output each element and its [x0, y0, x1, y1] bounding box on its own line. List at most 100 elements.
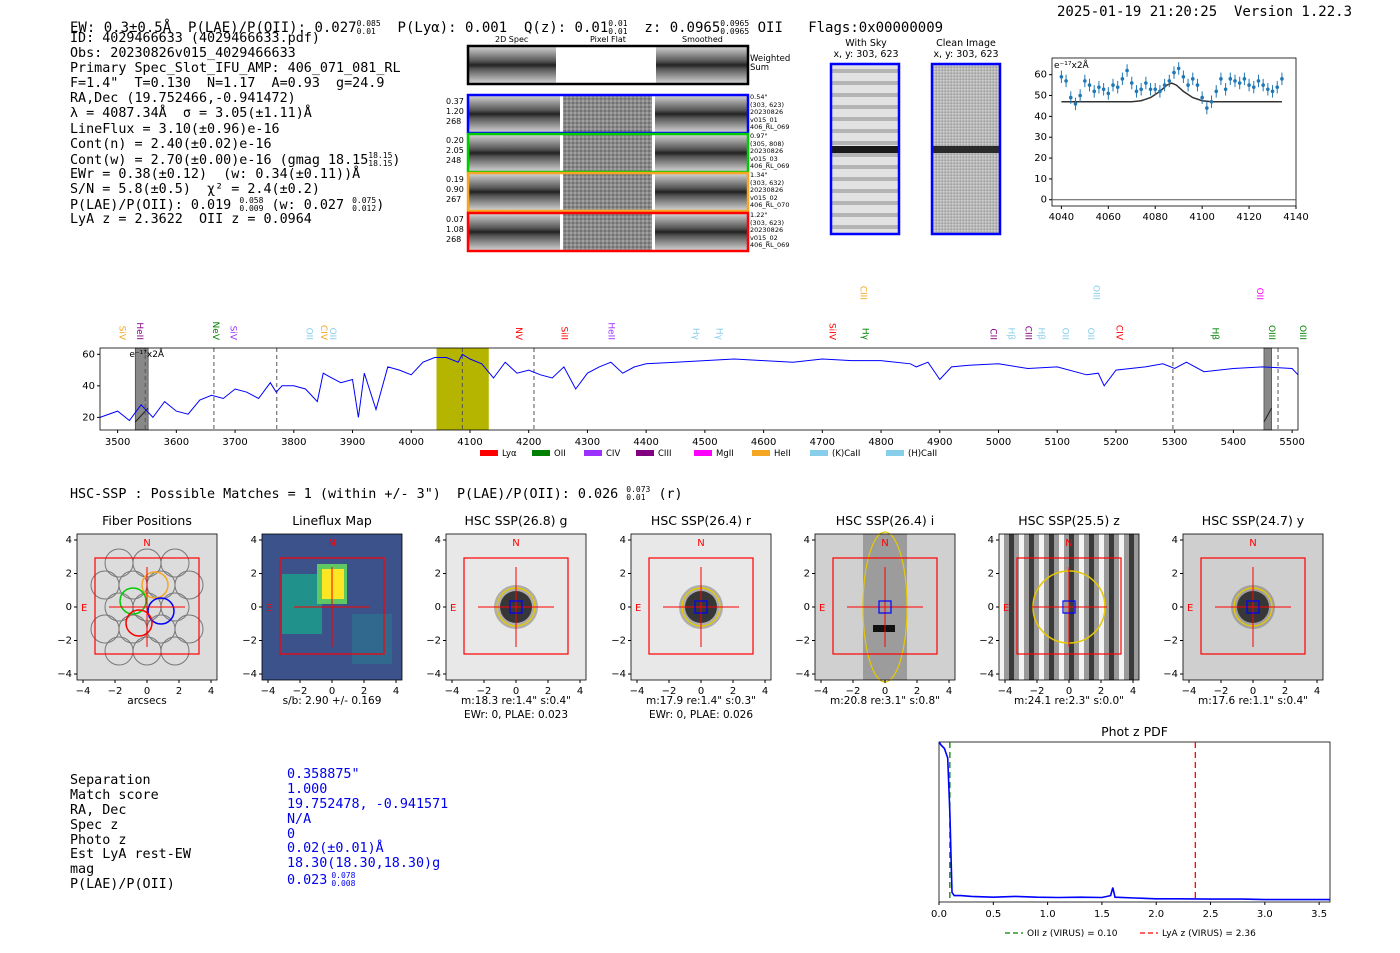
- hsc-search-box: [1016, 557, 1122, 655]
- summary-value: 0: [287, 826, 296, 842]
- hsc-xtick-label: 2: [545, 686, 551, 697]
- info-contw: Cont(w) = 2.70(±0.00)e-16 (gmag 18.1518.…: [70, 151, 401, 168]
- hsc-xtick-label: 4: [946, 686, 952, 697]
- hsc-xtick-label: −4: [261, 686, 276, 697]
- info-params: F=1.4" T=0.130 N=1.17 A=0.93 g=24.9: [70, 76, 385, 92]
- cutout-row-meta-line: v015_02: [750, 193, 778, 202]
- hsc-ytick-label: −2: [57, 636, 72, 647]
- fit-ytick-label: 30: [1034, 132, 1047, 143]
- hsc-stripe: [1129, 534, 1134, 680]
- hsc-stripe: [1019, 534, 1024, 680]
- summary-value: 18.30(18.30,18.30)g: [287, 856, 441, 872]
- emission-line-label: Hγ: [714, 328, 724, 341]
- fit-point: [1176, 66, 1181, 71]
- hsc-xtick-label: 2: [1282, 686, 1288, 697]
- hsc-xtick-label: 2: [914, 686, 920, 697]
- cutout-row-meta: 0.97" (305, 808) 20230826 v015_03 406_RL_069: [750, 132, 789, 171]
- col-2d-spec: 2D Spec: [495, 35, 529, 44]
- info-lineflux: LineFlux = 3.10(±0.96)e-16: [70, 121, 280, 137]
- fit-point: [1256, 79, 1261, 83]
- hsc-xtick-label: 2: [1098, 686, 1104, 697]
- hsc-xtick-label: 0: [882, 686, 888, 697]
- cutout-row-stat: 0.20: [446, 136, 464, 145]
- hsc-xtick-label: 4: [577, 686, 583, 697]
- fit-axes-frame: [1051, 57, 1297, 207]
- cutout-row-meta-line: (303, 623): [750, 218, 785, 227]
- hsc-search-box: [94, 557, 200, 655]
- summary-plae-hi: 0.078: [331, 871, 356, 881]
- legend-swatch: [480, 450, 498, 456]
- legend-label: OII: [554, 449, 566, 459]
- emission-line-label: NeV: [210, 322, 220, 341]
- hsc-xtick-label: 2: [361, 686, 367, 697]
- cutout-row-1: [466, 93, 750, 135]
- cutout-row-meta-line: v015_02: [750, 233, 778, 242]
- cutout-row-stat: 0.90: [446, 185, 464, 194]
- fit-point: [1261, 83, 1265, 87]
- hsc-panel: N E −4 4 −2 2 0 0 2 −2 4 −4: [242, 533, 403, 697]
- legend-swatch: [584, 450, 602, 456]
- hsc-aperture: [1062, 600, 1076, 614]
- emission-line-label: OII: [327, 328, 337, 340]
- spectrum-xtick-label: 5400: [1221, 437, 1246, 448]
- fit-point: [1195, 83, 1200, 87]
- cutout-row-meta-line: 20230826: [750, 108, 784, 117]
- spectrum-xtick-label: 4000: [399, 437, 424, 448]
- spectrum-band-gray: [1263, 347, 1272, 431]
- fit-point: [1092, 89, 1097, 94]
- fit-point: [1162, 83, 1167, 87]
- emission-line-label: HeII: [134, 322, 144, 340]
- hsc-ytick-label: 2: [435, 569, 441, 580]
- fit-point: [1186, 83, 1190, 87]
- lineflux-patch: [282, 574, 322, 634]
- info-contw-lo: 18.15: [368, 158, 393, 168]
- hsc-north: N: [697, 538, 704, 549]
- hsc-ytick-label: 2: [66, 569, 72, 580]
- hsc-xtick-label: 0: [329, 686, 335, 697]
- with-sky-trace: [831, 146, 899, 153]
- cutout-row-4: [466, 211, 750, 253]
- header-bar: EW: 0.3±0.5Å P(LAE)/P(OII): 0.0270.085 0.…: [70, 4, 943, 37]
- fit-point: [1087, 83, 1092, 87]
- cutout-row-meta-line: (305, 808): [750, 139, 785, 148]
- fit-point: [1167, 79, 1172, 83]
- hsc-xtick-label: 2: [176, 686, 182, 697]
- emission-line-label: HeII: [606, 322, 616, 340]
- spectrum-xtick-label: 5300: [1162, 437, 1187, 448]
- pdf-xtick-label: 3.5: [1311, 909, 1327, 920]
- emission-line-label: OIII: [1091, 285, 1101, 300]
- spectrum-xtick-label: 5200: [1103, 437, 1128, 448]
- hsc-north: N: [1065, 538, 1072, 549]
- fit-point: [1209, 99, 1214, 104]
- info-contw-text: Cont(w) = 2.70(±0.00)e-16 (gmag 18.15: [70, 152, 369, 168]
- header-plya: P(Lyα): 0.001: [397, 20, 508, 36]
- info-ewr: EWr = 0.38(±0.12) (w: 0.34(±0.11))Å: [70, 166, 361, 182]
- fiber-highlight: [119, 587, 147, 615]
- legend-label: (K)CaII: [832, 449, 860, 459]
- hsc-north: N: [328, 538, 335, 549]
- spectrum-axes-frame: [99, 347, 1299, 431]
- emission-line-label: SiV: [116, 326, 126, 341]
- spectrum-ytick-label: 40: [82, 381, 95, 392]
- hsc-east: E: [81, 603, 87, 614]
- fiber-circle: [160, 548, 190, 578]
- hsc-stripe: [999, 534, 1004, 680]
- emission-line-label: Hβ: [1005, 327, 1015, 340]
- info-plae: P(LAE)/P(OII): 0.019 0.058 0.009 (w: 0.02…: [70, 197, 401, 214]
- hsc-ytick-label: −4: [979, 669, 994, 680]
- spectrum-ytick-label: 20: [82, 412, 95, 423]
- spectrum-xtick-label: 4500: [692, 437, 717, 448]
- hsc-ytick-label: −4: [242, 669, 257, 680]
- info-plae-lo: 0.009: [239, 204, 264, 214]
- hsc-caption: m:17.6 re:1.1" s:0.4": [1198, 695, 1308, 707]
- fit-point: [1266, 87, 1270, 92]
- fit-point: [1233, 79, 1237, 83]
- hsc-east: E: [635, 603, 641, 614]
- hsc-search-box: [279, 557, 385, 655]
- hsc-lo: 0.01: [626, 493, 646, 502]
- spectrum-xtick-label: 3800: [281, 437, 306, 448]
- hsc-xtick-label: 4: [1314, 686, 1320, 697]
- fiber-circle: [174, 570, 204, 600]
- hsc-aperture: [509, 600, 523, 614]
- cutout-row-meta-line: 406_RL_069: [750, 123, 790, 132]
